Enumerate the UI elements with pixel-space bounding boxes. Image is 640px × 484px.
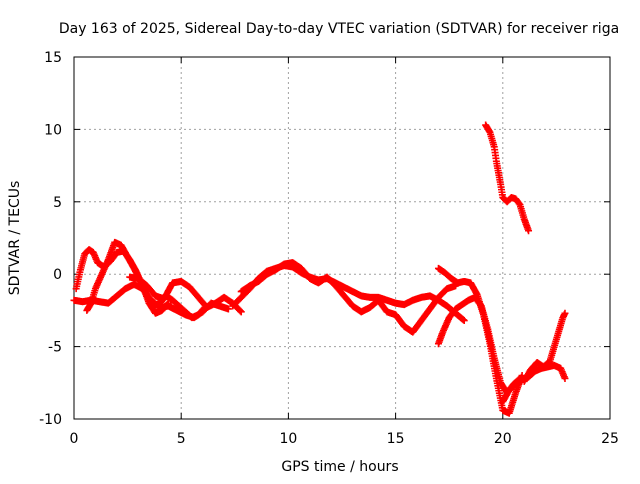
data-point [460, 317, 468, 325]
data-point [525, 227, 533, 235]
data-point [237, 308, 245, 316]
chart-title: Day 163 of 2025, Sidereal Day-to-day VTE… [59, 21, 619, 37]
x-tick-label: 0 [70, 431, 79, 447]
data-point [561, 309, 569, 317]
data-point [224, 305, 232, 313]
x-tick-label: 15 [387, 431, 405, 447]
data-point [561, 374, 569, 382]
data-points [70, 121, 569, 417]
x-tick-label: 20 [494, 431, 512, 447]
y-axis-label: SDTVAR / TECUs [7, 181, 23, 296]
y-tick-label: 0 [53, 267, 62, 283]
x-tick-label: 10 [279, 431, 297, 447]
data-point [236, 307, 244, 315]
y-tick-label: -10 [39, 412, 62, 428]
x-axis-label: GPS time / hours [281, 459, 398, 475]
plot-frame [73, 56, 611, 420]
series-track-k [482, 121, 533, 235]
data-point [164, 300, 172, 308]
y-tick-label: -5 [48, 340, 62, 356]
y-tick-label: 15 [44, 50, 62, 66]
series-track-c [83, 238, 209, 322]
x-tick-label: 25 [601, 431, 619, 447]
y-tick-label: 5 [53, 195, 62, 211]
series-track-d [126, 273, 245, 316]
axis-ticks: 0 5 10 15 20 25 -10 -5 0 5 10 15 [39, 50, 619, 447]
y-tick-label: 10 [44, 122, 62, 138]
series-track-j [520, 309, 569, 385]
data-point [515, 200, 523, 208]
x-tick-label: 5 [177, 431, 186, 447]
